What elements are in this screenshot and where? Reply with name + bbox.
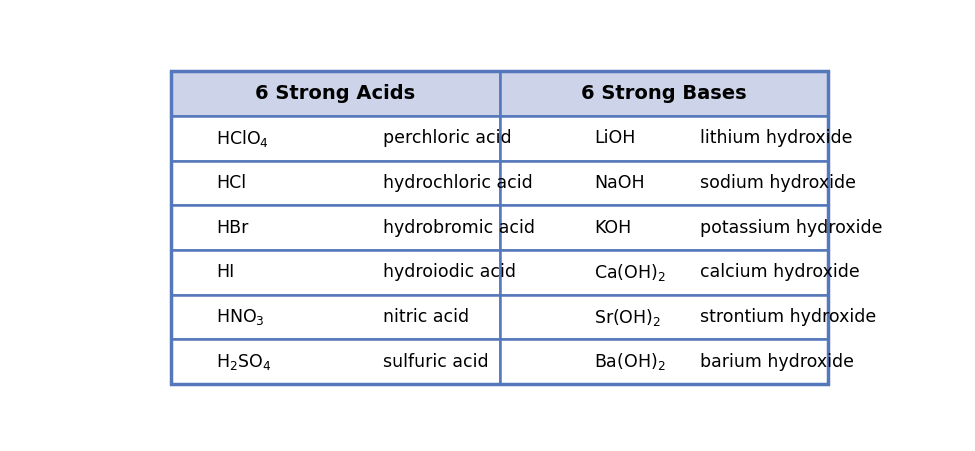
Text: Ba(OH)$_2$: Ba(OH)$_2$ [594,351,666,372]
Text: sodium hydroxide: sodium hydroxide [700,174,856,192]
Bar [171,161,499,206]
Text: hydrobromic acid: hydrobromic acid [382,219,534,237]
Bar [499,116,829,161]
Text: sulfuric acid: sulfuric acid [382,353,488,371]
Bar [171,72,829,384]
Text: NaOH: NaOH [594,174,644,192]
Bar [499,161,829,206]
Text: HNO$_3$: HNO$_3$ [216,307,265,327]
Text: barium hydroxide: barium hydroxide [700,353,854,371]
Text: calcium hydroxide: calcium hydroxide [700,263,860,281]
Bar [171,206,499,250]
Bar [499,295,829,339]
Text: lithium hydroxide: lithium hydroxide [700,129,852,147]
Bar [171,71,499,116]
Bar [499,250,829,295]
Text: perchloric acid: perchloric acid [382,129,511,147]
Bar [171,339,499,384]
Text: H$_2$SO$_4$: H$_2$SO$_4$ [216,352,272,372]
Text: HCl: HCl [216,174,247,192]
Text: Sr(OH)$_2$: Sr(OH)$_2$ [594,307,661,327]
Text: strontium hydroxide: strontium hydroxide [700,308,877,326]
Bar [171,116,499,161]
Text: Ca(OH)$_2$: Ca(OH)$_2$ [594,262,666,283]
Text: nitric acid: nitric acid [382,308,469,326]
Bar [171,295,499,339]
Text: HI: HI [216,263,235,281]
Bar [499,71,829,116]
Bar [171,250,499,295]
Text: HBr: HBr [216,219,249,237]
Text: hydroiodic acid: hydroiodic acid [382,263,516,281]
Text: HClO$_4$: HClO$_4$ [216,128,269,149]
Text: hydrochloric acid: hydrochloric acid [382,174,532,192]
Text: KOH: KOH [594,219,632,237]
Bar [499,339,829,384]
Text: 6 Strong Acids: 6 Strong Acids [255,84,415,103]
Text: LiOH: LiOH [594,129,636,147]
Text: potassium hydroxide: potassium hydroxide [700,219,882,237]
Bar [499,206,829,250]
Text: 6 Strong Bases: 6 Strong Bases [581,84,747,103]
